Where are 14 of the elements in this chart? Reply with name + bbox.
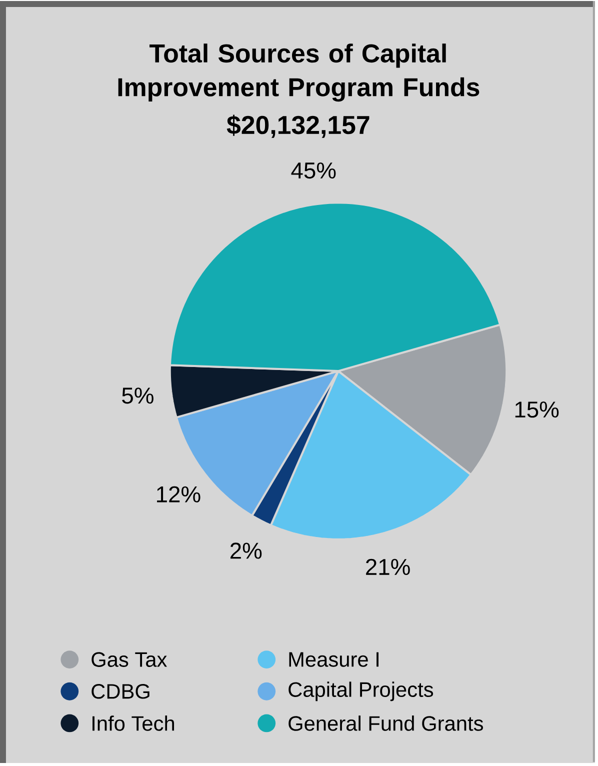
legend-label: Info Tech xyxy=(92,716,174,731)
data-label: 15% xyxy=(515,402,559,418)
legend-label: Gas Tax xyxy=(92,652,168,667)
data-label: 5% xyxy=(122,388,154,404)
legend-label: General Fund Grants xyxy=(288,716,484,731)
legend-label: Capital Projects xyxy=(288,682,434,702)
data-label: 45% xyxy=(291,162,336,179)
chart-subtitle: $20,132,157 xyxy=(226,114,370,138)
legend-label: CDBG xyxy=(92,684,150,699)
data-label: 2% xyxy=(230,542,262,559)
data-label: 21% xyxy=(366,558,410,575)
chart-title: Total Sources of Capital Improvement Program Funds xyxy=(118,44,480,102)
data-label: 12% xyxy=(157,486,200,502)
legend-label: Measure I xyxy=(289,652,379,667)
